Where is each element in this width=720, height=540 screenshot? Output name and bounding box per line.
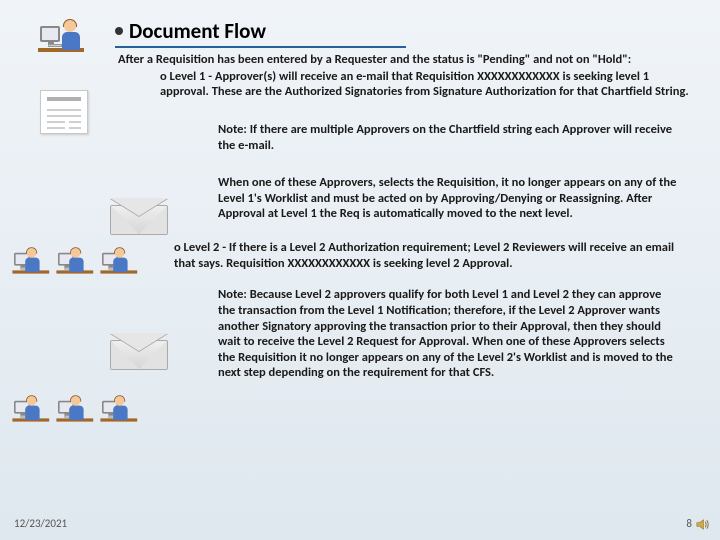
slide-title: Document Flow xyxy=(115,18,406,48)
level2-text: o Level 2 - If there is a Level 2 Author… xyxy=(174,240,690,271)
intro-text: After a Requisition has been entered by … xyxy=(118,52,690,68)
person-at-computer-icon xyxy=(14,396,41,423)
approvers-trio-2 xyxy=(14,396,136,430)
footer-page-number: 8 xyxy=(686,517,692,530)
level1-text: o Level 1 - Approver(s) will receive an … xyxy=(160,69,690,100)
slide: Document Flow After a Requisition has be… xyxy=(0,0,720,540)
title-text: Document Flow xyxy=(129,18,266,44)
content-area: After a Requisition has been entered by … xyxy=(30,52,690,381)
person-at-computer-icon xyxy=(102,396,129,423)
speaker-icon xyxy=(695,517,710,532)
bullet-icon xyxy=(115,27,123,35)
person-at-computer-icon xyxy=(58,396,85,423)
note2-text: Note: Because Level 2 approvers qualify … xyxy=(218,287,690,381)
block2-text: When one of these Approvers, selects the… xyxy=(218,175,690,222)
footer-date: 12/23/2021 xyxy=(14,517,67,530)
note1-text: Note: If there are multiple Approvers on… xyxy=(218,122,690,153)
title-row: Document Flow xyxy=(115,18,690,48)
audio-speaker-icon[interactable] xyxy=(695,517,710,532)
